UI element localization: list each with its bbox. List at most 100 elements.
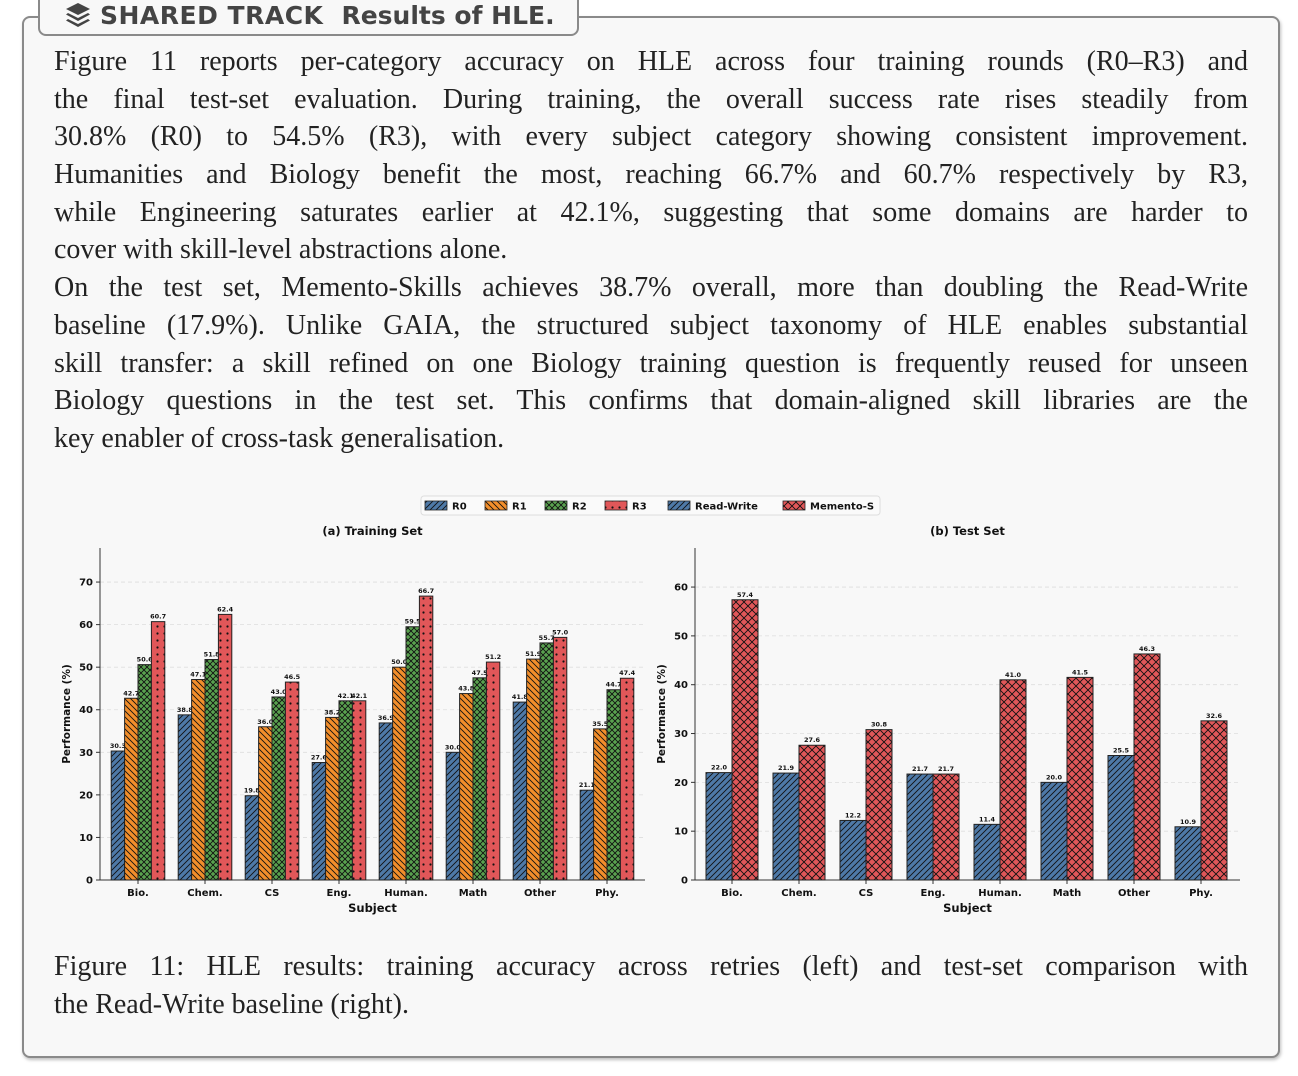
x-tick-label: Chem. <box>781 888 816 899</box>
data-label: 51.2 <box>485 653 501 661</box>
y-tick-label: 50 <box>79 663 93 674</box>
bar-read-write <box>906 773 934 881</box>
data-label: 47.4 <box>619 669 636 677</box>
legend-item: R0 <box>424 500 467 513</box>
bar-memento-s <box>865 729 893 881</box>
bar-r1 <box>459 693 474 881</box>
legend-label: R2 <box>572 502 587 513</box>
test-set-chart: 0 10 20 30 40 50 60 Bio. 22.0 57.4 Chem. 21.9 27.6 CS… <box>656 524 1240 915</box>
data-label: 27.6 <box>804 736 821 744</box>
x-tick-label: CS <box>265 888 280 899</box>
x-tick-label: Chem. <box>187 888 222 899</box>
data-label: 50.0 <box>391 658 408 666</box>
legend-swatch <box>782 500 806 511</box>
figure-11: R0 R1 R2 R3 Read-Write Memento-S 0 10 20 30 40 50 6… <box>61 495 1240 915</box>
bar-r0 <box>378 722 394 881</box>
x-tick-label: Phy. <box>595 888 619 899</box>
data-label: 66.7 <box>418 587 434 595</box>
bar-r1 <box>526 658 541 881</box>
data-label: 12.2 <box>845 811 861 819</box>
x-tick-label: CS <box>859 888 874 899</box>
text-line: On the test set, Memento-Skills achieves… <box>54 272 1248 304</box>
bar-r2 <box>204 659 219 881</box>
bar-r3 <box>619 677 635 881</box>
data-label: 51.8 <box>204 651 221 659</box>
data-label: 43.0 <box>271 688 288 696</box>
bar-r0 <box>177 714 193 881</box>
x-tick-label: Eng. <box>921 888 946 899</box>
text-line: Humanities and Biology benefit the most,… <box>54 159 1248 191</box>
data-label: 30.0 <box>445 743 462 751</box>
legend-swatch <box>484 500 508 511</box>
data-label: 11.4 <box>979 815 996 823</box>
bar-r3 <box>418 595 434 881</box>
bar-read-write <box>772 772 800 881</box>
legend-swatch <box>667 500 691 511</box>
legend-label: R3 <box>632 502 647 513</box>
bar-r0 <box>110 750 126 881</box>
data-label: 21.7 <box>912 765 928 773</box>
bar-r2 <box>472 677 487 881</box>
data-label: 42.1 <box>351 692 368 700</box>
y-tick-label: 10 <box>674 827 688 838</box>
bar-memento-s <box>731 599 759 881</box>
legend-swatch <box>424 500 448 511</box>
text-line: cover with skill-level abstractions alon… <box>54 234 508 266</box>
x-tick-label: Math <box>1053 888 1082 899</box>
bar-r0 <box>445 751 461 881</box>
bar-read-write <box>839 819 867 881</box>
bar-r2 <box>539 642 554 881</box>
y-tick-label: 50 <box>674 631 688 642</box>
bar-r0 <box>311 762 327 881</box>
data-label: 41.0 <box>1005 671 1022 679</box>
text-line: the Read-Write baseline (right). <box>54 988 409 1020</box>
figure-caption: Figure 11: HLE results: training accurac… <box>54 948 1248 1023</box>
bar-memento-s <box>798 744 826 881</box>
bar-memento-s <box>1066 676 1094 881</box>
bar-read-write <box>1174 826 1202 881</box>
y-tick-label: 60 <box>79 620 93 631</box>
data-label: 41.5 <box>1072 668 1089 676</box>
y-tick-label: 0 <box>681 876 688 887</box>
bar-r0 <box>512 701 528 881</box>
data-label: 19.8 <box>244 787 261 795</box>
bar-r1 <box>392 666 407 881</box>
data-label: 42.7 <box>123 689 139 697</box>
bar-r3 <box>351 700 367 881</box>
legend: R0 R1 R2 R3 Read-Write Memento-S <box>420 495 881 516</box>
bar-r1 <box>325 716 340 881</box>
y-tick-label: 60 <box>674 583 688 594</box>
text-line: skill transfer: a skill refined on one B… <box>54 347 1248 379</box>
training-set-chart: 0 10 20 30 40 50 60 70 Bio. 30.3 42.7 50.6 60.7 Chem.… <box>61 524 645 915</box>
bar-r3 <box>552 636 568 881</box>
legend-item: R3 <box>604 500 647 513</box>
text-line: Figure 11 reports per-category accuracy … <box>54 46 1248 77</box>
legend-swatch <box>604 500 628 511</box>
x-tick-label: Bio. <box>127 888 149 899</box>
text-line: key enabler of cross-task generalisation… <box>54 422 505 454</box>
data-label: 60.7 <box>150 613 166 621</box>
legend-item: Read-Write <box>667 500 758 513</box>
y-tick-label: 70 <box>79 578 93 589</box>
y-tick-label: 0 <box>86 876 93 887</box>
legend-label: R1 <box>512 502 527 513</box>
text-line: baseline (17.9%). Unlike GAIA, the struc… <box>54 309 1248 341</box>
data-label: 21.7 <box>938 765 954 773</box>
y-axis-label: Performance (%) <box>61 664 73 764</box>
legend-label: Memento-S <box>810 502 874 513</box>
x-tick-label: Other <box>1118 888 1150 899</box>
data-label: 21.1 <box>579 781 596 789</box>
legend-swatch <box>544 500 568 511</box>
data-label: 41.8 <box>512 693 529 701</box>
legend-item: Memento-S <box>782 500 874 513</box>
bar-read-write <box>973 823 1001 881</box>
x-tick-label: Phy. <box>1189 888 1213 899</box>
y-tick-label: 40 <box>674 680 688 691</box>
y-tick-label: 20 <box>674 778 688 789</box>
y-tick-label: 30 <box>79 748 93 759</box>
bar-r1 <box>593 728 608 881</box>
data-label: 47.1 <box>190 671 207 679</box>
data-label: 50.6 <box>137 656 154 664</box>
legend-item: R1 <box>484 500 527 513</box>
body-text: Figure 11 reports per-category accuracy … <box>54 43 1248 458</box>
